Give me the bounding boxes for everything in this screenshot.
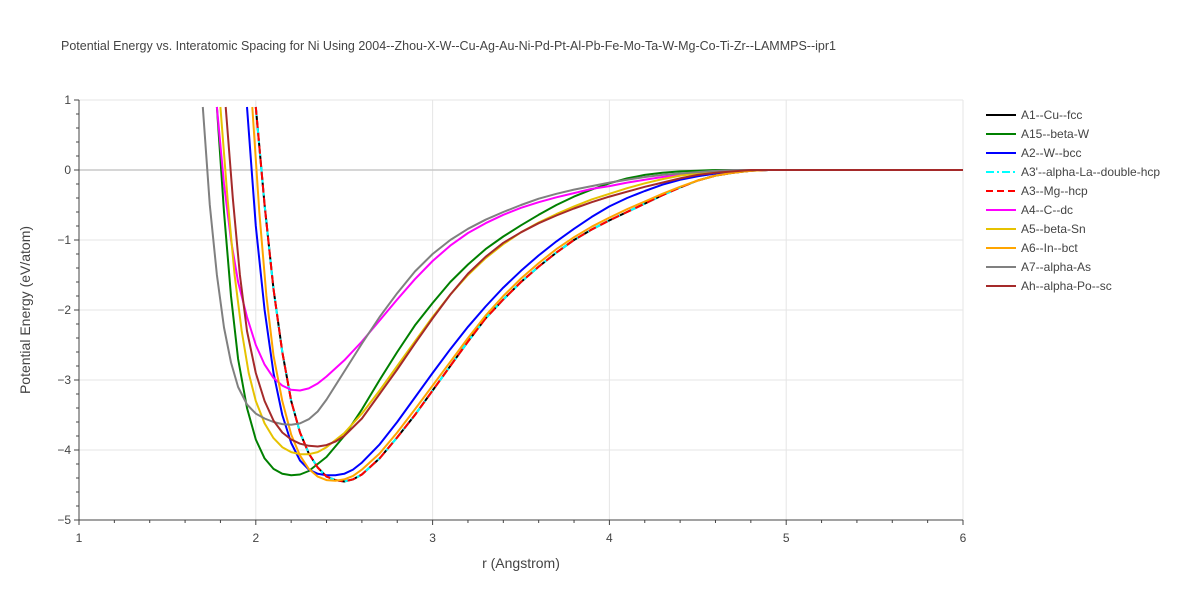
legend-label: A3'--alpha-La--double-hcp [1021,165,1160,179]
legend-item[interactable]: A3'--alpha-La--double-hcp [986,165,1160,179]
x-tick-label: 3 [429,531,436,545]
x-tick-label: 6 [960,531,967,545]
axes [74,99,964,525]
legend-label: A1--Cu--fcc [1021,108,1082,122]
y-tick-label: −4 [57,443,71,457]
legend-label: A7--alpha-As [1021,260,1091,274]
x-tick-label: 1 [76,531,83,545]
series-line-2 [246,106,963,477]
legend-label: A4--C--dc [1021,203,1073,217]
y-tick-labels: 1 0 −1 −2 −3 −4 −5 [57,93,71,527]
series-line-5 [215,106,963,392]
legend-item[interactable]: A4--C--dc [986,203,1073,217]
series-line-9 [224,106,963,448]
series-group [201,106,963,483]
legend-item[interactable]: A5--beta-Sn [986,222,1086,236]
legend-item[interactable]: A2--W--bcc [986,146,1081,160]
legend-item[interactable]: A3--Mg--hcp [986,184,1088,198]
legend-item[interactable]: A7--alpha-As [986,260,1091,274]
legend-label: Ah--alpha-Po--sc [1021,279,1112,293]
legend-item[interactable]: A1--Cu--fcc [986,108,1082,122]
x-tick-label: 4 [606,531,613,545]
legend-item[interactable]: A6--In--bct [986,241,1078,255]
y-tick-label: −5 [57,513,71,527]
x-axis-title: r (Angstrom) [482,555,560,571]
legend-label: A6--In--bct [1021,241,1078,255]
y-tick-label: −2 [57,303,71,317]
legend-item[interactable]: A15--beta-W [986,127,1090,141]
legend-item[interactable]: Ah--alpha-Po--sc [986,279,1112,293]
series-line-8 [201,106,963,426]
y-tick-label: 1 [64,93,71,107]
series-line-6 [219,106,963,456]
series-line-7 [251,106,963,482]
legend[interactable]: A1--Cu--fcc A15--beta-W A2--W--bcc A3'--alp… [986,108,1160,293]
grid [79,99,964,520]
y-tick-label: −3 [57,373,71,387]
chart-title: Potential Energy vs. Interatomic Spacing… [61,39,836,53]
legend-label: A15--beta-W [1021,127,1090,141]
legend-label: A5--beta-Sn [1021,222,1086,236]
y-tick-label: 0 [64,163,71,177]
series-line-1 [215,106,963,477]
y-tick-label: −1 [57,233,71,247]
legend-label: A2--W--bcc [1021,146,1081,160]
y-axis-title: Potential Energy (eV/atom) [17,226,33,394]
x-tick-label: 2 [252,531,259,545]
legend-label: A3--Mg--hcp [1021,184,1088,198]
x-tick-labels: 1 2 3 4 5 6 [76,531,967,545]
x-tick-label: 5 [783,531,790,545]
